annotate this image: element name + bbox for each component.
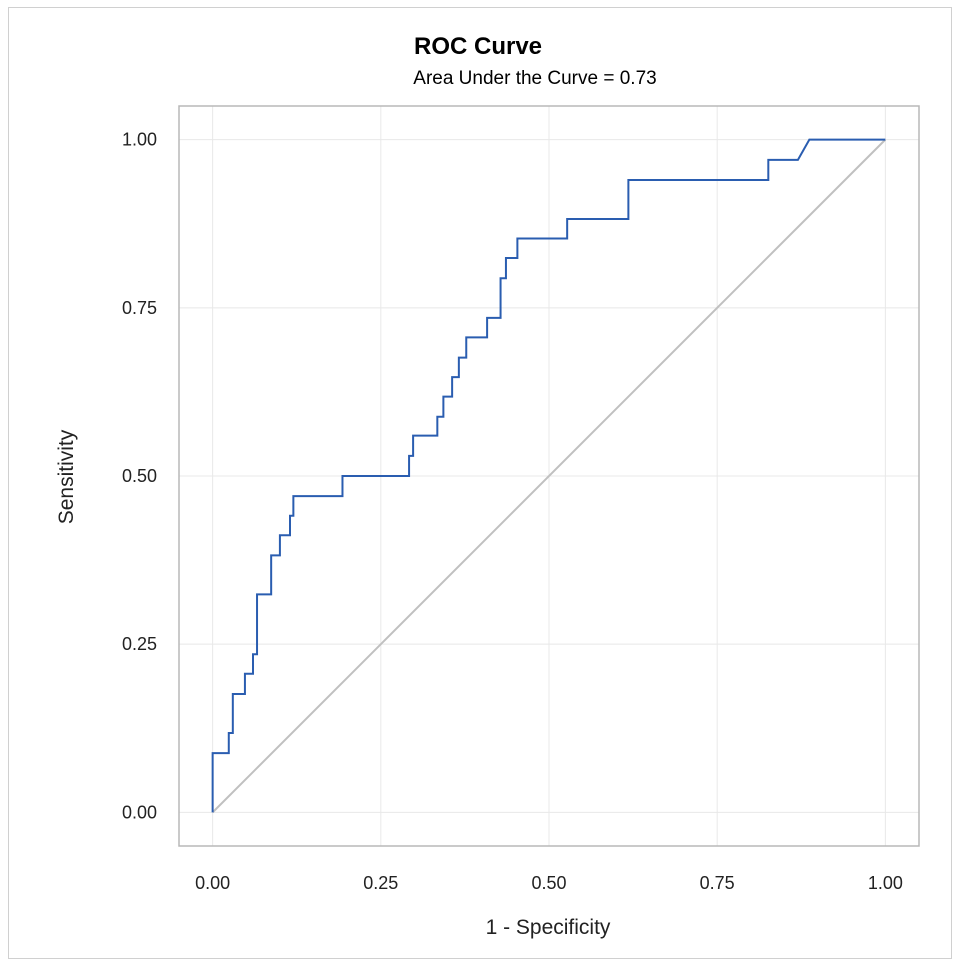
- y-axis-label: Sensitivity: [55, 429, 78, 524]
- chart-subtitle: Area Under the Curve = 0.73: [413, 68, 656, 89]
- reference-diagonal-line: [211, 138, 887, 814]
- x-tick-label: 0.00: [195, 873, 230, 893]
- tick-labels: 0.00 0.25 0.50 0.75 1.00 0.00 0.25 0.50 0.75 1.00: [122, 130, 903, 893]
- roc-curve-line: [211, 138, 886, 813]
- grid: [179, 106, 919, 846]
- chart-title: ROC Curve: [414, 33, 542, 60]
- x-tick-label: 0.25: [363, 873, 398, 893]
- series: [211, 138, 887, 814]
- x-axis-label: 1 - Specificity: [486, 916, 611, 939]
- x-tick-label: 0.50: [531, 873, 566, 893]
- x-tick-label: 1.00: [868, 873, 903, 893]
- y-tick-label: 0.50: [122, 466, 157, 486]
- y-tick-label: 0.25: [122, 634, 157, 654]
- y-tick-label: 1.00: [122, 130, 157, 150]
- chart-frame: [8, 7, 952, 959]
- y-tick-label: 0.75: [122, 298, 157, 318]
- y-tick-label: 0.00: [122, 802, 157, 822]
- plot-area-border: [178, 105, 920, 847]
- x-tick-label: 0.75: [700, 873, 735, 893]
